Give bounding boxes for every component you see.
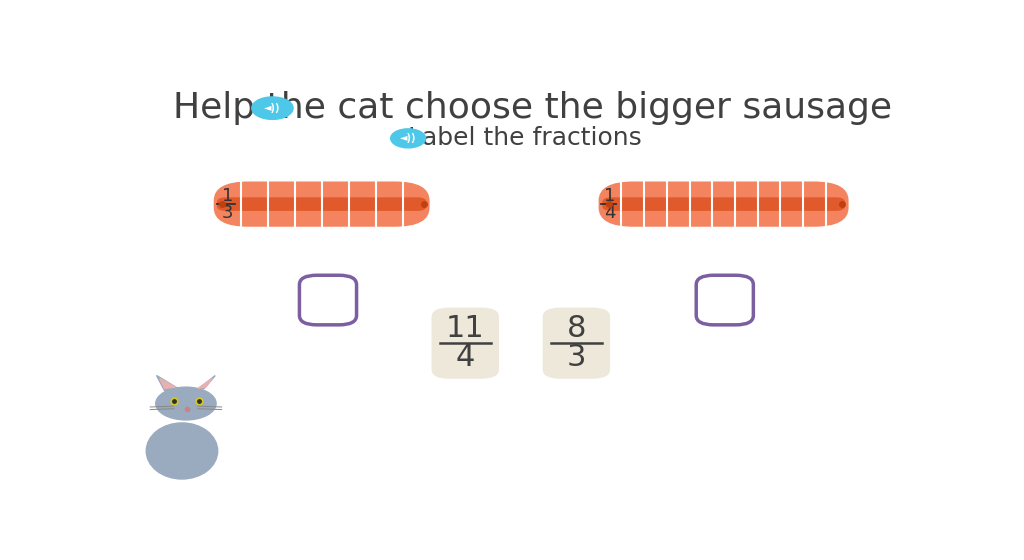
Polygon shape [198, 379, 212, 389]
Text: 3: 3 [221, 204, 232, 222]
Text: Label the fractions: Label the fractions [408, 127, 642, 150]
FancyBboxPatch shape [599, 181, 849, 227]
Text: ◄)): ◄)) [400, 133, 417, 143]
FancyBboxPatch shape [431, 307, 499, 379]
FancyBboxPatch shape [602, 197, 845, 211]
Text: ◄)): ◄)) [264, 103, 281, 113]
Text: 1: 1 [604, 186, 615, 204]
FancyBboxPatch shape [543, 307, 610, 379]
Polygon shape [160, 379, 176, 389]
Circle shape [252, 97, 293, 119]
Ellipse shape [146, 423, 218, 479]
Circle shape [156, 387, 216, 420]
Text: 4: 4 [456, 343, 475, 372]
FancyBboxPatch shape [217, 197, 426, 211]
FancyBboxPatch shape [696, 276, 754, 325]
Polygon shape [157, 376, 178, 391]
Text: 8: 8 [566, 314, 586, 343]
Text: 1: 1 [221, 186, 232, 204]
Circle shape [391, 129, 426, 148]
Text: Help the cat choose the bigger sausage: Help the cat choose the bigger sausage [173, 91, 892, 125]
Text: 11: 11 [445, 314, 484, 343]
FancyBboxPatch shape [214, 181, 430, 227]
Text: 3: 3 [566, 343, 586, 372]
FancyBboxPatch shape [299, 276, 356, 325]
Polygon shape [197, 376, 215, 391]
Text: 4: 4 [604, 204, 615, 222]
